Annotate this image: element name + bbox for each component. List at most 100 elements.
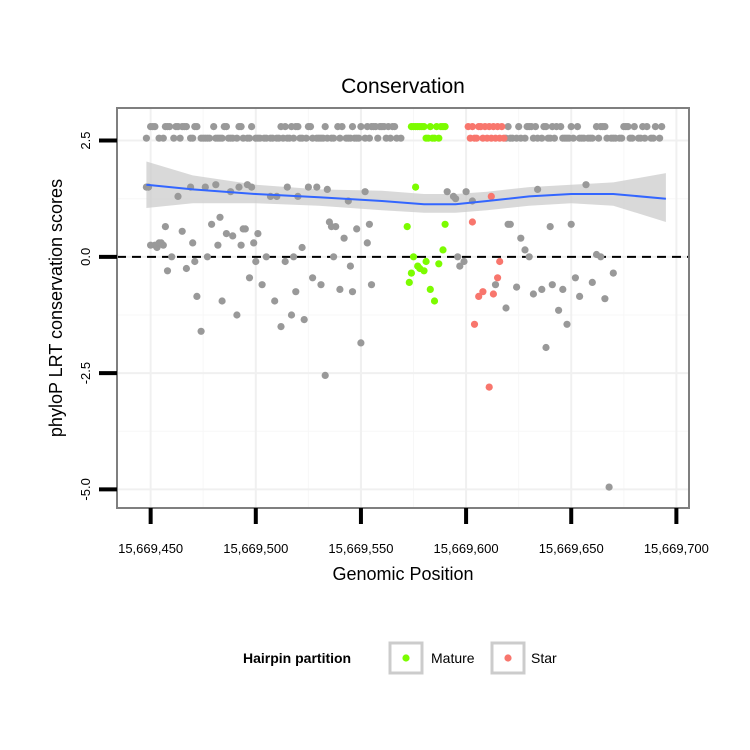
data-point-other: [330, 134, 338, 142]
data-point-other: [233, 134, 241, 142]
data-point-other: [605, 483, 613, 491]
data-point-other: [542, 343, 550, 352]
data-point-other: [193, 123, 201, 131]
data-point-other: [241, 225, 249, 233]
data-point-mature: [412, 183, 420, 191]
data-point-other: [290, 134, 298, 142]
data-point-other: [277, 323, 285, 331]
data-point-other: [317, 281, 325, 289]
data-point-other: [298, 243, 306, 252]
data-point-other: [521, 134, 529, 142]
data-point-other: [235, 183, 243, 191]
data-point-star: [498, 123, 506, 131]
data-point-other: [567, 123, 575, 131]
data-point-other: [601, 295, 609, 303]
legend-label-star: Star: [531, 650, 557, 666]
data-point-other: [365, 134, 373, 142]
data-point-other: [210, 123, 218, 131]
legend-item-star: Star: [490, 641, 557, 675]
data-point-other: [302, 134, 310, 142]
y-tick-label: 0.0: [78, 248, 93, 266]
x-tick-label: 15,669,600: [434, 541, 499, 556]
data-point-other: [546, 223, 554, 231]
data-point-other: [601, 123, 609, 131]
data-point-other: [452, 195, 460, 203]
data-point-other: [201, 183, 209, 191]
data-point-other: [641, 134, 649, 142]
data-point-other: [292, 288, 300, 296]
data-point-other: [166, 123, 174, 131]
data-point-star: [494, 274, 502, 282]
x-tick-label: 15,669,650: [539, 541, 604, 556]
data-point-other: [222, 230, 230, 238]
x-axis-title: Genomic Position: [332, 564, 473, 584]
data-point-other: [555, 306, 563, 314]
data-point-other: [214, 241, 222, 249]
x-tick-label: 15,669,450: [118, 541, 183, 556]
data-point-other: [248, 123, 256, 131]
data-point-mature: [435, 134, 443, 142]
smooth-confidence-ribbon: [146, 161, 666, 222]
data-point-other: [513, 283, 521, 291]
data-point-other: [504, 123, 512, 131]
data-point-other: [287, 311, 296, 319]
data-point-other: [353, 225, 361, 233]
data-points: [142, 123, 666, 491]
data-point-other: [391, 123, 399, 131]
data-point-other: [557, 123, 565, 131]
data-point-other: [338, 123, 346, 131]
data-point-other: [502, 304, 510, 312]
data-point-other: [222, 123, 230, 131]
data-point-other: [233, 311, 241, 319]
data-point-other: [595, 134, 603, 142]
data-point-other: [624, 123, 632, 131]
data-point-other: [597, 253, 605, 261]
data-point-other: [163, 267, 172, 275]
data-point-other: [386, 134, 394, 142]
data-point-star: [485, 383, 493, 391]
data-point-star: [468, 123, 476, 131]
data-point-other: [159, 241, 167, 249]
data-point-other: [304, 183, 312, 191]
x-tick-label: 15,669,550: [328, 541, 393, 556]
data-point-other: [456, 262, 464, 270]
data-point-other: [529, 290, 538, 298]
legend-item-mature: Mature: [388, 641, 475, 675]
data-point-other: [208, 220, 216, 228]
data-point-other: [313, 183, 321, 191]
data-point-other: [628, 134, 636, 142]
data-point-other: [443, 188, 451, 196]
data-point-star: [475, 292, 483, 300]
data-point-other: [531, 123, 540, 131]
data-point-other: [174, 192, 182, 200]
data-point-other: [332, 223, 340, 231]
data-point-other: [517, 234, 525, 242]
plot-background: [117, 108, 689, 508]
data-point-other: [159, 134, 167, 142]
data-point-other: [658, 123, 666, 131]
data-point-other: [170, 134, 178, 142]
data-point-other: [306, 123, 315, 131]
data-point-other: [252, 257, 260, 266]
data-point-other: [363, 239, 371, 247]
data-point-other: [462, 188, 470, 196]
data-point-other: [193, 292, 201, 300]
data-point-other: [563, 320, 571, 328]
data-point-star: [468, 218, 476, 226]
data-point-other: [460, 257, 468, 266]
data-point-other: [346, 262, 354, 270]
legend-label-mature: Mature: [431, 650, 475, 666]
data-point-other: [569, 134, 577, 142]
data-point-other: [281, 257, 289, 266]
data-point-other: [323, 185, 331, 193]
data-point-mature: [405, 278, 413, 286]
data-point-other: [290, 253, 298, 261]
data-point-mature: [422, 257, 430, 266]
data-point-other: [151, 123, 159, 131]
data-point-other: [538, 134, 546, 142]
plot-border: [116, 107, 690, 509]
data-point-other: [205, 134, 214, 142]
data-point-other: [618, 134, 626, 142]
plot-panel: [116, 107, 690, 509]
data-point-other: [237, 123, 245, 131]
